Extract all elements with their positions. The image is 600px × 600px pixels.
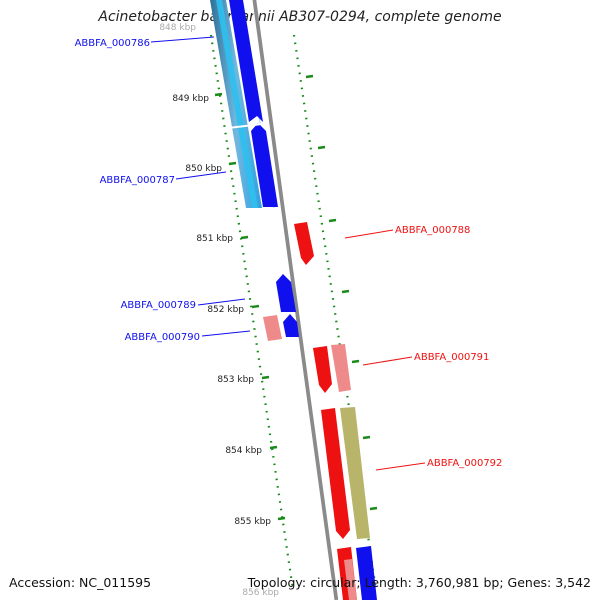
- accession-text: Accession: NC_011595: [9, 575, 152, 590]
- tick-label: 856 kbp: [242, 588, 279, 598]
- gene-label-791[interactable]: ABBFA_000791: [414, 352, 489, 363]
- map-title: Acinetobacter baumannii AB307-0294, comp…: [98, 9, 502, 25]
- feature-bottom-pink: [344, 559, 357, 600]
- gene-label-792[interactable]: ABBFA_000792: [427, 458, 502, 469]
- gene-abbfa-000791[interactable]: [313, 346, 332, 393]
- genome-backbone: [251, 0, 339, 600]
- gene-abbfa-000787[interactable]: [251, 123, 278, 207]
- scale-ticks: 848 kbp 849 kbp 850 kbp 851 kbp 852 kbp …: [159, 23, 279, 598]
- tick-label: 852 kbp: [207, 305, 244, 315]
- gene-label-789[interactable]: ABBFA_000789: [121, 300, 196, 311]
- gene-abbfa-000788[interactable]: [294, 222, 314, 265]
- tick-label: 848 kbp: [159, 23, 196, 33]
- tick-label: 849 kbp: [172, 94, 209, 104]
- tick-label: 854 kbp: [225, 446, 262, 456]
- gene-abbfa-000792[interactable]: [321, 408, 350, 539]
- tick-label: 855 kbp: [234, 517, 271, 527]
- gene-label-790[interactable]: ABBFA_000790: [125, 332, 200, 343]
- gene-label-788[interactable]: ABBFA_000788: [395, 225, 470, 236]
- gene-abbfa-000789[interactable]: [276, 274, 296, 312]
- gene-label-787[interactable]: ABBFA_000787: [100, 175, 175, 186]
- feature-pink-791: [331, 344, 351, 392]
- gc-tick-marks: [214, 74, 378, 521]
- tick-label: 851 kbp: [196, 234, 233, 244]
- gene-labels: ABBFA_000786 ABBFA_000787 ABBFA_000788 A…: [75, 36, 502, 471]
- gene-label-786[interactable]: ABBFA_000786: [75, 38, 150, 49]
- feature-bottom-blue: [356, 546, 377, 600]
- genome-summary-text: Topology: circular; Length: 3,760,981 bp…: [247, 575, 591, 590]
- tick-label: 853 kbp: [217, 375, 254, 385]
- feature-olive-792: [340, 407, 370, 539]
- tick-label: 850 kbp: [185, 164, 222, 174]
- gene-abbfa-000786[interactable]: [229, 0, 263, 122]
- gene-abbfa-000790[interactable]: [283, 314, 299, 337]
- feature-pink-790: [263, 315, 282, 341]
